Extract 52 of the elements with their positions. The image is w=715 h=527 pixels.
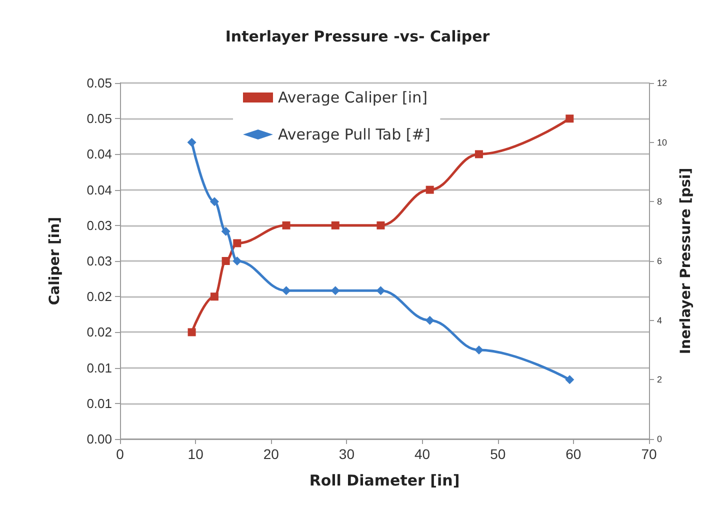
legend-label: Average Pull Tab [#] (278, 126, 430, 144)
x-tick-label: 0 (116, 446, 124, 462)
point (187, 138, 196, 147)
y-tick-label: 0.04 (86, 182, 112, 198)
y-tick-label: 0.01 (86, 396, 112, 411)
y2-tick-label: 10 (657, 137, 668, 148)
y-axis-title: Caliper [in] (47, 216, 63, 306)
point (221, 226, 230, 236)
point (376, 286, 386, 296)
point (282, 286, 291, 296)
y-tick-label: 0.04 (86, 146, 112, 162)
point (565, 375, 574, 384)
y-tick-label: 0.02 (86, 324, 112, 340)
point (232, 256, 242, 266)
point (331, 221, 340, 230)
x-tick-label: 10 (188, 446, 204, 462)
y2-axis-title: Inerlayer Pressure [psi] (678, 168, 694, 354)
y2-tick-label: 2 (657, 374, 662, 385)
y-tick-label: 0.00 (86, 432, 112, 446)
x-tick-label: 20 (263, 446, 280, 462)
y-tick-label: 0.01 (86, 360, 112, 376)
y2-tick-label: 4 (657, 315, 662, 326)
point (330, 286, 340, 296)
y-tick-label: 0.03 (86, 218, 112, 233)
point (282, 221, 290, 230)
point (376, 221, 385, 230)
y2-tick-label: 0 (657, 434, 662, 444)
x-tick-label: 60 (566, 446, 582, 462)
y-tick-label: 0.02 (86, 289, 112, 304)
x-tick-label: 70 (641, 446, 657, 462)
point (210, 197, 219, 206)
point (474, 150, 483, 158)
x-axis-title: Roll Diameter [in] (309, 472, 460, 490)
point (474, 346, 484, 354)
y2-tick-label: 6 (657, 256, 662, 266)
x-tick-label: 50 (490, 446, 506, 462)
y-tick-label: 0.05 (86, 76, 112, 90)
y-tick-label: 0.05 (86, 111, 112, 126)
y-tick-label: 0.03 (86, 254, 112, 268)
x-tick-label: 30 (338, 446, 355, 462)
legend-label: Average Caliper [in] (278, 88, 428, 106)
point (233, 239, 242, 248)
y2-tick-label: 8 (657, 196, 662, 207)
x-tick-label: 40 (414, 446, 430, 462)
point (210, 292, 218, 301)
point (222, 257, 230, 265)
point (426, 186, 434, 194)
y2-tick-label: 12 (657, 78, 668, 88)
chart-title: Interlayer Pressure -vs- Caliper (225, 28, 490, 46)
point (188, 328, 196, 336)
point (566, 114, 574, 123)
point (425, 316, 434, 325)
